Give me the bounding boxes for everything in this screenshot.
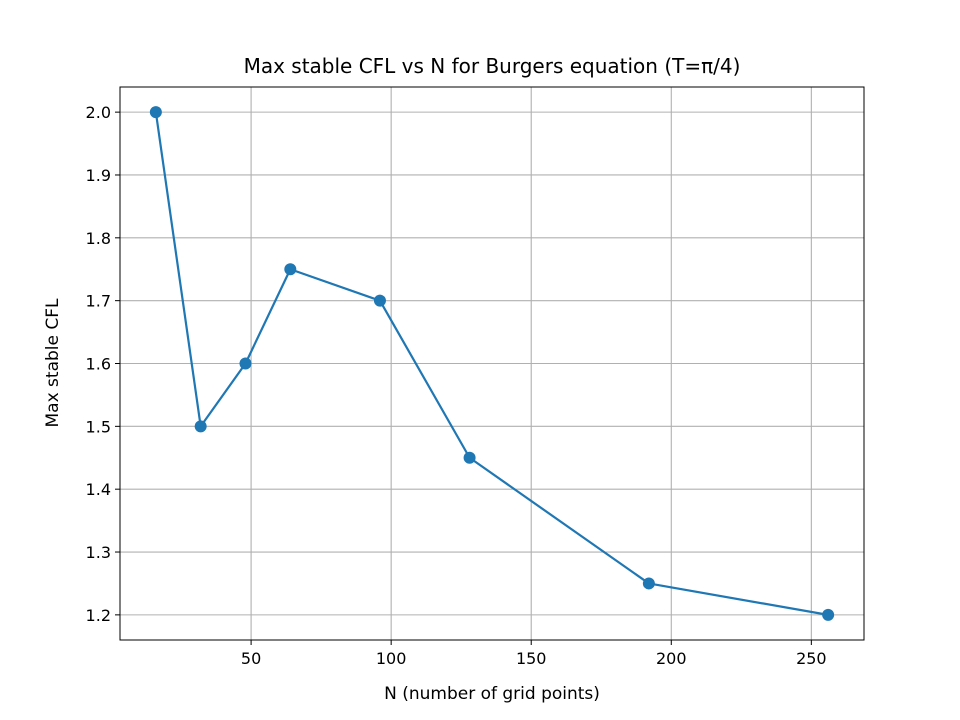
y-axis-label: Max stable CFL [43,298,63,428]
y-tick-label: 1.3 [86,543,111,562]
y-tick-label: 1.4 [86,480,111,499]
data-point [149,106,162,119]
data-point [642,577,655,590]
y-axis-ticks: 1.2 1.3 1.4 1.5 1.6 1.7 1.8 1.9 2.0 [86,103,120,625]
data-point [463,451,476,464]
y-tick-label: 1.7 [86,292,111,311]
series-line [154,111,829,616]
x-tick-label: 200 [656,649,687,668]
x-tick-label: 250 [796,649,827,668]
x-tick-label: 150 [516,649,547,668]
x-tick-label: 100 [376,649,407,668]
chart-title: Max stable CFL vs N for Burgers equation… [244,54,741,78]
x-axis-ticks: 50 100 150 200 250 [241,640,827,668]
y-tick-label: 1.5 [86,417,111,436]
x-axis-label: N (number of grid points) [384,684,600,704]
series-layer [149,106,835,621]
data-point [194,420,207,433]
y-tick-label: 1.8 [86,229,111,248]
y-tick-label: 1.6 [86,355,111,374]
data-point [373,294,386,307]
grid-lines [120,87,864,640]
data-point [239,357,252,370]
x-tick-label: 50 [241,649,261,668]
data-point [822,608,835,621]
data-point [284,263,297,276]
y-tick-label: 2.0 [86,103,111,122]
y-tick-label: 1.9 [86,166,111,185]
y-tick-label: 1.2 [86,606,111,625]
